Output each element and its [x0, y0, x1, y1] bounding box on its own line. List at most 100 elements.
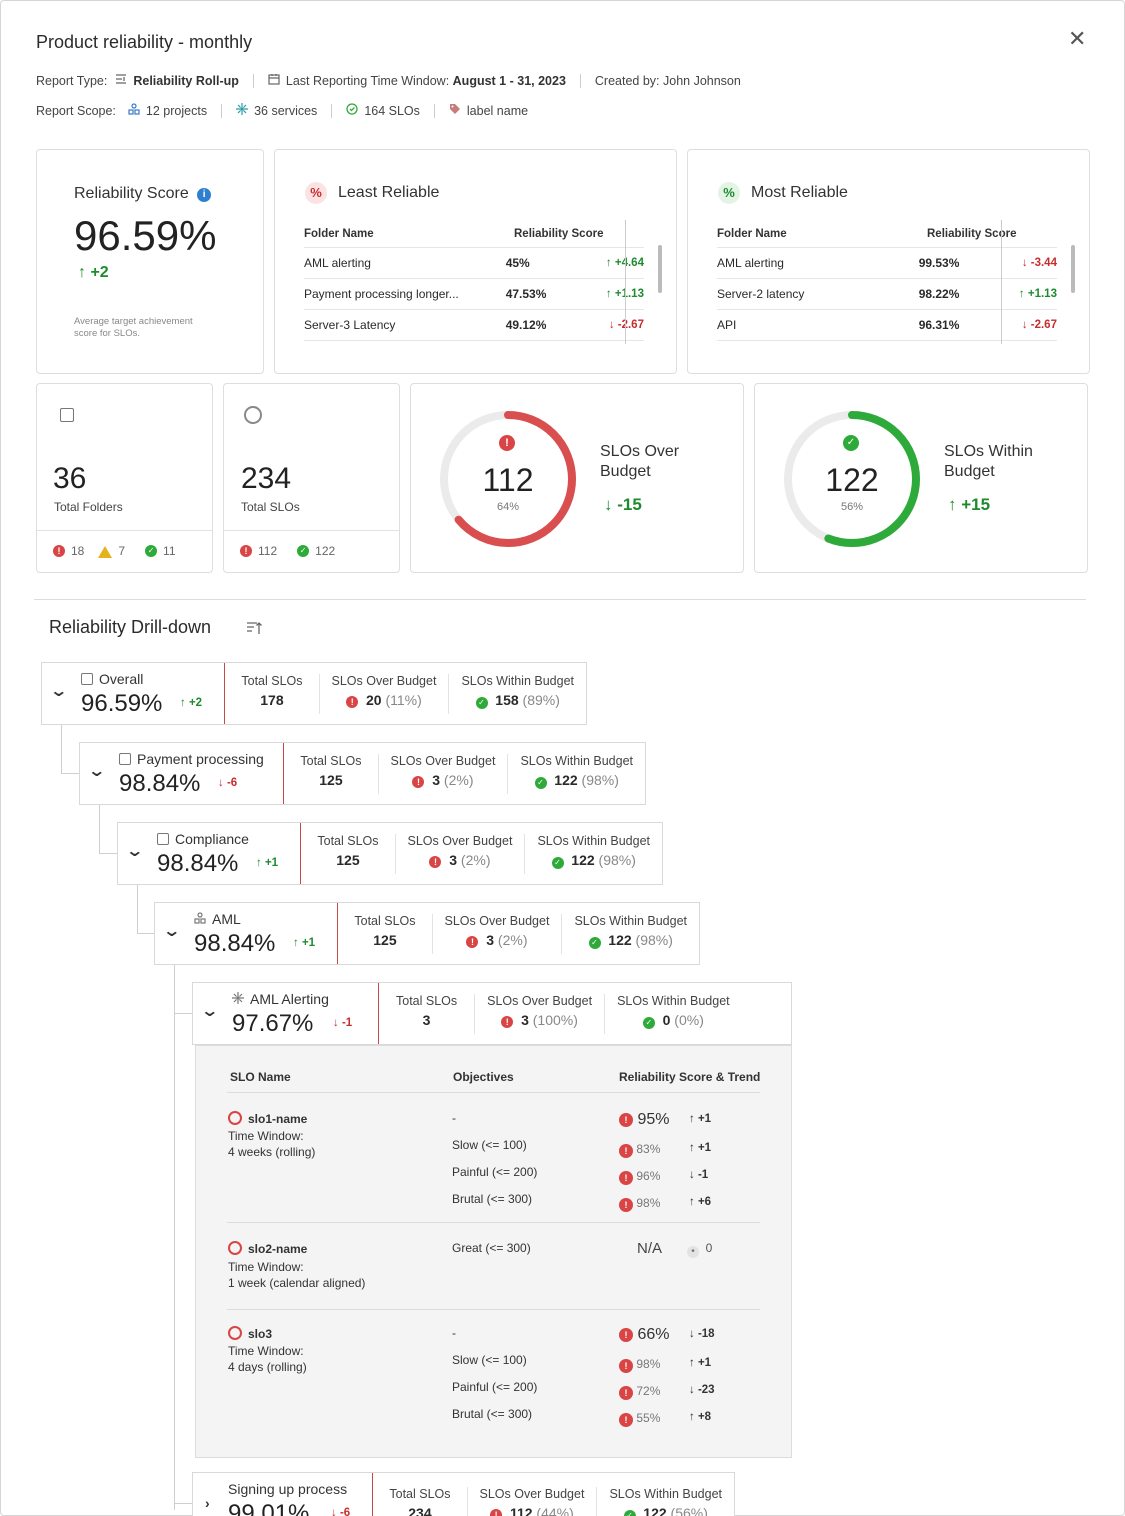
divider	[331, 103, 333, 118]
check-icon: ✓	[297, 545, 310, 557]
error-icon: !	[619, 1171, 633, 1185]
scrollbar[interactable]	[1071, 245, 1075, 293]
stat-pct: (11%)	[385, 691, 422, 708]
check-icon: ✓	[534, 776, 547, 789]
slos-good-count: 122	[315, 544, 336, 558]
table-row[interactable]: API 96.31% -2.67	[717, 310, 1057, 341]
chevron-down-icon[interactable]: ⌄	[200, 1003, 220, 1020]
slo-trend-value: -18	[697, 1328, 715, 1340]
scrollbar[interactable]	[658, 245, 662, 293]
time-window-label: Time Window:	[228, 1260, 304, 1274]
folder-trend-value: -2.67	[1030, 319, 1057, 331]
folder-score: 49.12%	[505, 318, 547, 332]
table-row[interactable]: Server-2 latency 98.22% +1.13	[717, 279, 1057, 310]
node-payment-processing[interactable]: ⌄ Payment processing 98.84% -6	[80, 743, 285, 804]
col-objectives: Objectives	[453, 1070, 514, 1084]
drilldown-row-compliance[interactable]: ⌄ Compliance 98.84% +1 Total SLOs 125 SLO…	[117, 822, 663, 885]
error-icon: !	[412, 775, 425, 788]
node-score: 98.84%	[157, 850, 239, 877]
info-icon[interactable]: i	[197, 188, 212, 202]
over-budget-title: SLOs Over Budget	[600, 442, 679, 482]
slo-score: ! 95%	[619, 1111, 669, 1129]
node-overall[interactable]: ⌄ Overall 96.59% +2	[42, 663, 226, 724]
stat-within: SLOs Within Budget ✓ 122 (98%)	[508, 754, 645, 794]
stat-value: 3	[422, 1011, 431, 1028]
slo-score: ! 66%	[619, 1326, 669, 1344]
error-icon: !	[240, 545, 252, 557]
page-title: Product reliability - monthly	[36, 32, 253, 52]
slo-trend: +8	[689, 1411, 711, 1423]
scope-slos[interactable]: 164 SLOs	[364, 103, 420, 118]
col-reliability-score: Reliability Score	[927, 227, 1017, 240]
stat-over: SLOs Over Budget! 112 (44%)	[468, 1487, 598, 1516]
objective: Slow (<= 100)	[452, 1138, 527, 1152]
drilldown-row-payment[interactable]: ⌄ Payment processing 98.84% -6 Total SLO…	[79, 742, 646, 805]
node-name: Compliance	[157, 831, 249, 847]
stat-pct: (98%)	[581, 771, 619, 788]
slos-over-budget-card: ! 112 64% SLOs Over Budget -15	[410, 383, 744, 573]
slo-trend-value: +6	[697, 1196, 712, 1208]
node-signing-up-process[interactable]: › Signing up process 99.01% -6	[193, 1473, 374, 1516]
table-row[interactable]: Server-3 Latency 49.12% -2.67	[304, 310, 644, 341]
stat-value: 3	[521, 1011, 529, 1028]
chevron-right-icon[interactable]: ›	[205, 1495, 210, 1511]
slo-icon	[228, 1326, 242, 1340]
drilldown-row-overall[interactable]: ⌄ Overall 96.59% +2 Total SLOs 178 SLOs O…	[41, 662, 587, 725]
stat-within: SLOs Within Budget ✓ 122 (56%)	[597, 1487, 734, 1516]
scope-label-name[interactable]: label name	[466, 103, 529, 118]
sort-icon[interactable]	[246, 620, 262, 636]
chevron-down-icon[interactable]: ⌄	[49, 683, 69, 700]
slos-bad-count: 112	[258, 544, 278, 558]
folder-trend-value: -2.67	[617, 319, 644, 331]
divider	[224, 530, 399, 531]
node-trend-value: -1	[341, 1017, 353, 1029]
node-aml-alerting[interactable]: ⌄ AML Alerting 97.67% -1	[193, 983, 379, 1044]
slo-score: ! 98%	[619, 1196, 660, 1212]
check-icon: ✓	[642, 1016, 655, 1029]
chevron-down-icon[interactable]: ⌄	[87, 763, 107, 780]
tree-line	[174, 1503, 192, 1504]
slo-name[interactable]: slo1-name	[228, 1111, 307, 1126]
slo-trend: • 0	[687, 1241, 712, 1258]
divider	[221, 103, 223, 118]
slo-trend-value: +1	[697, 1113, 712, 1125]
node-trend: +1	[293, 937, 315, 949]
node-aml[interactable]: ⌄ AML 98.84% +1	[155, 903, 339, 964]
stat-total: Total SLOs 234	[373, 1487, 468, 1516]
stat-label: Total SLOs	[354, 913, 416, 928]
chevron-down-icon[interactable]: ⌄	[125, 843, 145, 860]
drilldown-row-aml[interactable]: ⌄ AML 98.84% +1 Total SLOs 125 SLOs Over …	[154, 902, 700, 965]
slo-trend-value: -23	[697, 1384, 715, 1396]
table-row[interactable]: AML alerting 45% +4.64	[304, 248, 644, 279]
objective: Great (<= 300)	[452, 1241, 531, 1255]
time-window-value: 4 weeks (rolling)	[228, 1145, 316, 1159]
slo-name[interactable]: slo3	[228, 1326, 272, 1341]
chevron-down-icon[interactable]: ⌄	[162, 923, 182, 940]
drilldown-row-signing-up[interactable]: › Signing up process 99.01% -6 Total SLO…	[192, 1472, 735, 1516]
scope-projects[interactable]: 12 projects	[145, 103, 208, 118]
folder-icon	[81, 673, 93, 685]
stat-label: SLOs Within Budget	[574, 913, 687, 928]
close-icon[interactable]: ✕	[1068, 26, 1087, 51]
stat-total: Total SLOs 125	[338, 913, 433, 954]
stat-value: 3	[432, 771, 441, 788]
node-trend: -1	[333, 1017, 352, 1029]
within-budget-value: 122	[825, 462, 879, 498]
slo-score-value: 98%	[636, 1357, 661, 1371]
node-compliance[interactable]: ⌄ Compliance 98.84% +1	[118, 823, 302, 884]
calendar-icon	[268, 73, 286, 88]
table-row[interactable]: Payment processing longer... 47.53% +1.1…	[304, 279, 644, 310]
folders-bad-count: 18	[71, 544, 85, 558]
over-budget-pct: 64%	[496, 501, 520, 513]
drilldown-row-aml-alerting[interactable]: ⌄ AML Alerting 97.67% -1 Total SLOs 3 SLO…	[192, 982, 792, 1045]
slo-icon	[228, 1111, 242, 1125]
slo-name[interactable]: slo2-name	[228, 1241, 307, 1256]
scope-services[interactable]: 36 services	[254, 103, 318, 118]
table-row[interactable]: AML alerting 99.53% -3.44	[717, 248, 1057, 279]
stat-label: Total SLOs	[241, 673, 303, 688]
divider	[433, 103, 435, 118]
slo-score-value: 66%	[637, 1326, 670, 1343]
node-score: 99.01%	[228, 1500, 310, 1516]
node-trend-value: +2	[188, 697, 203, 709]
slo-score: ! 98%	[619, 1357, 660, 1373]
